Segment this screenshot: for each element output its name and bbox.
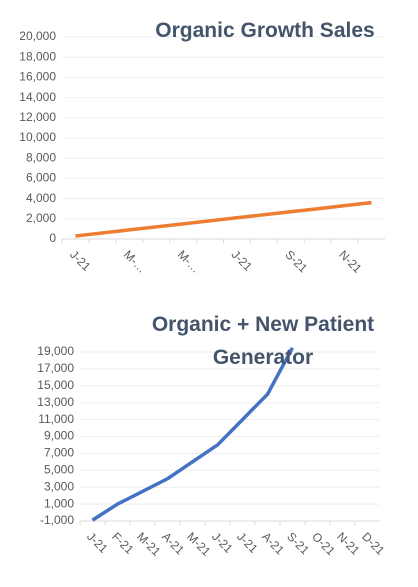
x-tick-label: M-… — [175, 247, 203, 275]
x-tick-label: J-21 — [229, 247, 256, 274]
y-tick-label: -1,000 — [40, 513, 74, 527]
y-tick-label: 8,000 — [26, 150, 56, 164]
x-tick-label: N-21 — [334, 529, 363, 558]
x-tick-label: S-21 — [282, 247, 310, 275]
y-tick-label: 11,000 — [38, 412, 74, 426]
x-tick-label: O-21 — [309, 529, 338, 558]
y-tick-label: 20,000 — [19, 29, 56, 43]
chart-title: Organic Growth Sales — [155, 19, 375, 42]
series-line — [75, 200, 372, 238]
y-tick-label: 17,000 — [37, 361, 74, 375]
y-tick-label: 5,000 — [44, 462, 74, 476]
x-tick-label: M-21 — [184, 529, 213, 558]
y-tick-label: 1,000 — [44, 496, 74, 510]
chart-title: Organic + New Patient Generator — [151, 313, 375, 369]
x-tick-label: M-21 — [134, 529, 163, 558]
y-tick-label: 19,000 — [37, 344, 74, 358]
series-line — [91, 346, 295, 522]
y-tick-label: 18,000 — [19, 49, 56, 63]
y-tick-label: 6,000 — [26, 171, 56, 185]
x-tick-label: F-21 — [109, 529, 137, 557]
x-tick-label: D-21 — [359, 529, 388, 558]
y-tick-label: 3,000 — [44, 479, 74, 493]
y-tick-label: 10,000 — [19, 130, 56, 144]
y-tick-label: 7,000 — [44, 446, 74, 460]
x-tick-label: A-21 — [259, 529, 287, 557]
y-tick-label: 2,000 — [26, 211, 56, 225]
x-tick-label: J-21 — [67, 247, 94, 274]
x-tick-label: J-21 — [84, 529, 111, 556]
x-tick-label: M-… — [121, 247, 149, 275]
y-tick-label: 15,000 — [37, 378, 74, 392]
x-tick-label: J-21 — [209, 529, 236, 556]
y-tick-label: 12,000 — [19, 110, 56, 124]
y-tick-label: 16,000 — [19, 70, 56, 84]
y-tick-label: 13,000 — [37, 395, 74, 409]
y-tick-label: 14,000 — [19, 90, 56, 104]
x-tick-label: S-21 — [284, 529, 312, 557]
x-tick-label: J-21 — [234, 529, 261, 556]
y-tick-label: 0 — [49, 231, 56, 245]
y-tick-label: 4,000 — [26, 191, 56, 205]
y-tick-label: 9,000 — [44, 429, 74, 443]
x-tick-label: A-21 — [159, 529, 187, 557]
x-tick-label: N-21 — [336, 247, 365, 276]
